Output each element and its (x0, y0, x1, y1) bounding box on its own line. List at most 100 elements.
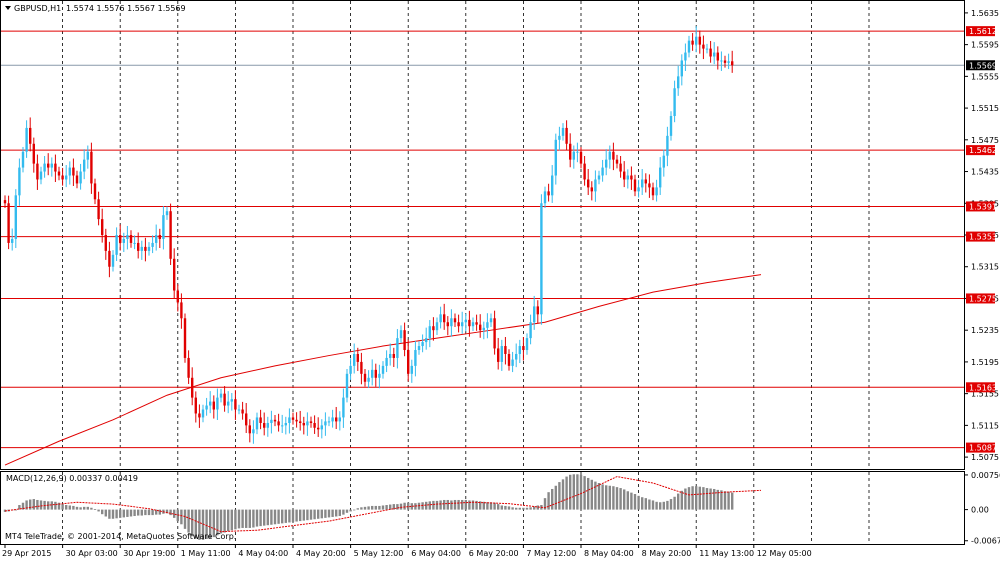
copyright-text: MT4 TeleTrade, © 2001-2014, MetaQuotes S… (5, 532, 236, 541)
macd-bar (212, 509, 215, 538)
macd-bar (122, 509, 125, 518)
candle-body (731, 61, 734, 66)
macd-bar (237, 509, 241, 529)
candle-body (378, 373, 381, 378)
candle-body (86, 151, 89, 160)
macd-bar (612, 486, 615, 510)
candle-body (151, 242, 154, 247)
time-tick-label: 30 Apr 03:00 (66, 549, 118, 558)
candle-body (471, 322, 475, 327)
macd-bar (461, 499, 464, 510)
macd-bar (201, 509, 205, 540)
candle-body (212, 401, 215, 410)
macd-bar (601, 484, 604, 510)
macd-bar (507, 506, 511, 510)
candle-body (497, 348, 500, 362)
candle-body (684, 52, 687, 61)
candle-body (169, 211, 172, 259)
candle-body (198, 413, 201, 418)
candle-body (295, 419, 298, 422)
candle-body (47, 163, 50, 168)
candle-body (284, 422, 287, 426)
macd-bar (288, 509, 291, 523)
candle-body (201, 409, 205, 418)
candle-body (565, 127, 568, 144)
candle-body (39, 171, 43, 180)
macd-bar (695, 486, 698, 510)
macd-bar (504, 505, 507, 510)
macd-bar (144, 509, 147, 516)
macd-bar (263, 509, 266, 526)
candle-body (457, 322, 460, 327)
macd-bar (569, 474, 572, 510)
candle-body (716, 52, 719, 61)
macd-bar (111, 509, 115, 519)
candle-body (385, 357, 388, 366)
candle-body (515, 353, 518, 360)
candle-body (558, 135, 561, 140)
macd-bar (407, 502, 410, 510)
candle-body (353, 353, 356, 366)
candle-body (209, 401, 212, 406)
candle-body (669, 116, 673, 136)
candle-body (392, 353, 395, 358)
macd-bar (327, 509, 331, 518)
macd-label: MACD(12,26,9) 0.00337 0.00419 (6, 474, 138, 483)
time-tick-label: 12 May 05:00 (757, 549, 812, 558)
candle-body (245, 413, 248, 426)
macd-bar (266, 509, 269, 526)
macd-bar (219, 509, 223, 534)
candle-body (36, 163, 39, 180)
price-tick-label: 1.5475 (971, 136, 999, 145)
macd-bar (669, 499, 673, 510)
macd-bar (666, 500, 669, 510)
candle-body (111, 254, 115, 267)
moving-average (4, 274, 762, 466)
macd-bar (493, 502, 496, 510)
candle-body (619, 163, 622, 172)
macd-bar (36, 499, 39, 510)
macd-bar (101, 509, 104, 515)
dropdown-triangle-icon[interactable] (5, 6, 11, 10)
macd-bar (723, 491, 727, 510)
candle-body (205, 405, 208, 410)
candle-body (360, 361, 363, 374)
time-tick-label: 8 May 04:00 (584, 549, 634, 558)
macd-bar (392, 504, 395, 510)
candle-body (11, 238, 14, 243)
candle-body (396, 338, 399, 358)
macd-bar (173, 509, 176, 518)
macd-bar (644, 498, 647, 510)
macd-bar (536, 505, 539, 510)
macd-bar (547, 492, 550, 510)
macd-bar (435, 500, 439, 510)
macd-bar (180, 509, 183, 525)
macd-window-frame (0, 471, 965, 545)
level-price-tag (966, 26, 995, 37)
candle-body (702, 44, 705, 49)
macd-bar (453, 499, 457, 510)
macd-bar (54, 501, 57, 510)
level-price-label: 1.5087 (969, 444, 997, 453)
macd-bar (515, 507, 518, 510)
macd-bar (677, 493, 680, 510)
macd-bar (630, 492, 633, 510)
candle-body (302, 422, 305, 426)
candle-body (144, 246, 147, 251)
macd-bar (93, 509, 97, 510)
candle-body (7, 203, 10, 243)
price-tick-label: 1.5155 (971, 390, 999, 399)
macd-bar (299, 509, 302, 522)
candle-body (266, 422, 269, 428)
candle-body (183, 318, 187, 358)
macd-bar (248, 509, 251, 528)
candle-body (140, 246, 143, 251)
candle-body (551, 175, 554, 196)
candle-body (331, 417, 334, 422)
macd-bar (75, 506, 79, 510)
macd-bar (698, 486, 701, 510)
macd-bar (482, 501, 485, 510)
macd-bar (356, 508, 359, 510)
candle-body (536, 306, 539, 315)
